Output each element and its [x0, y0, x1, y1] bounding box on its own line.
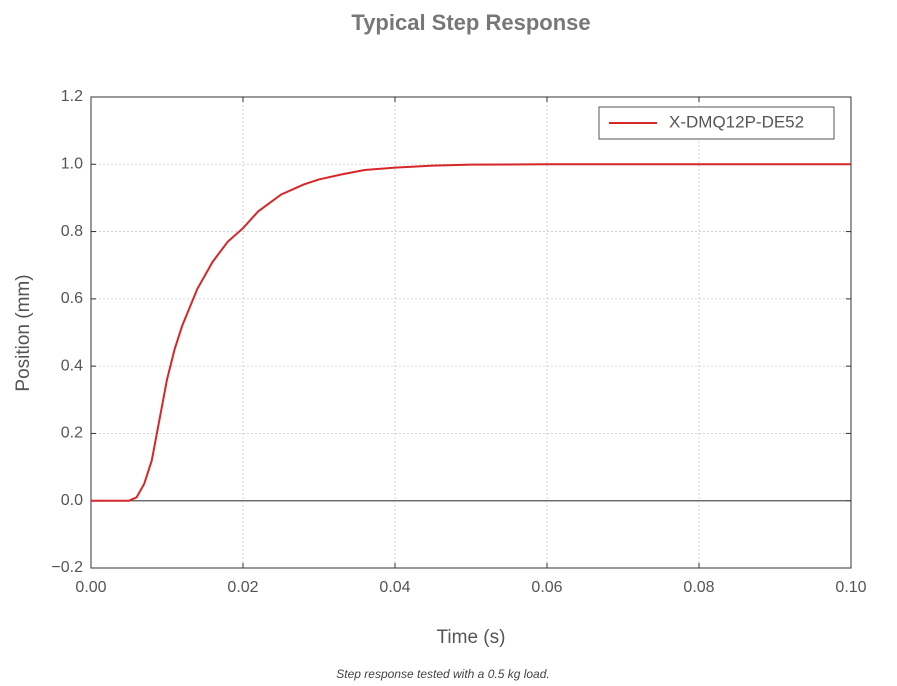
legend-label: X-DMQ12P-DE52: [669, 112, 804, 131]
y-tick-label: 1.0: [61, 156, 83, 173]
chart-title: Typical Step Response: [351, 10, 590, 35]
x-tick-label: 0.04: [379, 579, 410, 596]
y-tick-label: 0.8: [61, 223, 83, 240]
line: [91, 163, 851, 502]
y-tick-label: 1.2: [61, 88, 83, 105]
y-tick-label: −0.2: [51, 559, 83, 576]
y-tick-label: 0.6: [61, 290, 83, 307]
x-tick-label: 0.00: [75, 579, 106, 596]
x-tick-label: 0.10: [835, 579, 866, 596]
x-tick-label: 0.08: [683, 579, 714, 596]
y-tick-label: 0.4: [61, 357, 83, 374]
x-tick-label: 0.02: [227, 579, 258, 596]
y-tick-label: 0.0: [61, 492, 83, 509]
x-axis-label: Time (s): [437, 627, 506, 648]
plot-frame: [90, 96, 852, 569]
y-axis-label: Position (mm): [13, 274, 34, 391]
y-tick-label: 0.2: [61, 425, 83, 442]
note: Step response tested with a 0.5 kg load.: [336, 667, 549, 681]
x-tick-label: 0.06: [531, 579, 562, 596]
